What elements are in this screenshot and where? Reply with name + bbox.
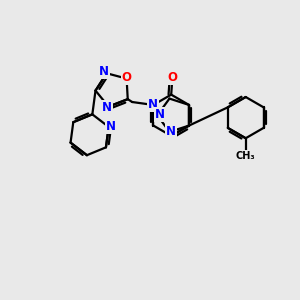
Text: N: N	[99, 65, 109, 78]
Text: N: N	[155, 108, 165, 121]
Text: O: O	[167, 71, 177, 84]
Text: CH₃: CH₃	[236, 151, 256, 161]
Text: N: N	[102, 101, 112, 114]
Text: N: N	[166, 125, 176, 138]
Text: N: N	[148, 98, 158, 111]
Text: N: N	[106, 120, 116, 134]
Text: O: O	[122, 70, 132, 84]
